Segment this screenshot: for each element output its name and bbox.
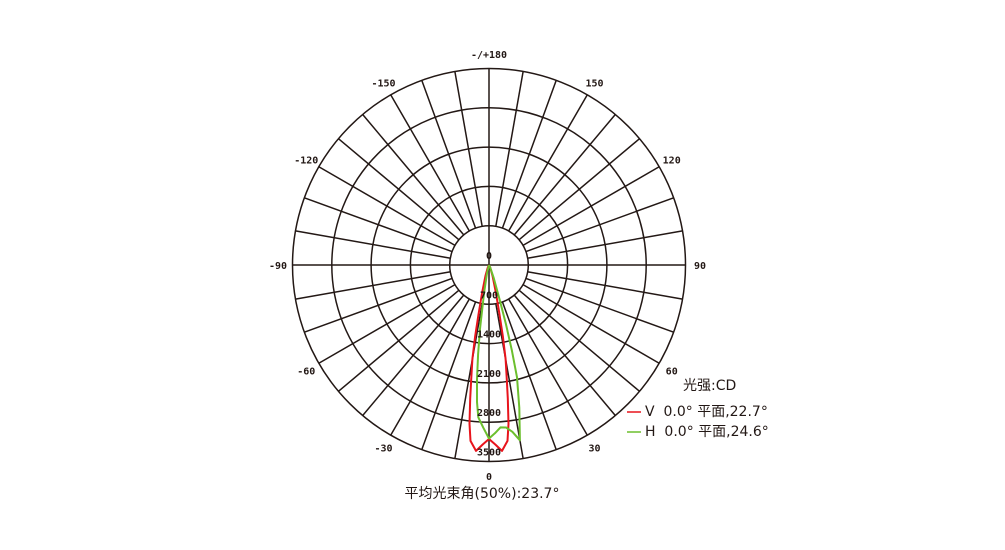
grid-spoke — [295, 230, 451, 259]
angle-tick-label: 30 — [588, 444, 600, 455]
grid-spoke — [421, 80, 477, 229]
grid-spoke — [518, 289, 641, 392]
angle-tick-label: -120 — [294, 156, 318, 167]
angle-tick-label: -/+180 — [471, 50, 507, 61]
grid-spoke — [495, 303, 524, 459]
grid-spoke — [362, 294, 465, 417]
grid-spoke — [522, 166, 660, 247]
grid-spoke — [527, 230, 683, 259]
radial-tick-label: 0 — [486, 251, 492, 262]
series-line-1 — [476, 264, 521, 442]
grid-spoke — [527, 271, 683, 300]
polar-grid — [291, 67, 687, 463]
grid-spoke — [507, 94, 588, 232]
radial-tick-label: 1400 — [477, 330, 501, 341]
grid-spoke — [337, 138, 460, 241]
tick-labels: 0 30 60 90 120 150 -/+180 -150 -120 -90 -60 -30 0 700… — [269, 50, 706, 483]
grid-spoke — [304, 277, 453, 333]
grid-spoke — [421, 301, 477, 450]
grid-spoke — [390, 94, 471, 232]
grid-spoke — [513, 113, 616, 236]
angle-tick-label: 120 — [663, 156, 681, 167]
grid-spoke — [318, 283, 456, 364]
grid-spoke — [454, 303, 483, 459]
angle-tick-label: 0 — [486, 472, 492, 483]
grid-spoke — [304, 197, 453, 253]
grid-spoke — [525, 277, 674, 333]
angle-tick-label: 60 — [666, 367, 678, 378]
grid-spoke — [522, 283, 660, 364]
grid-spoke — [501, 301, 557, 450]
grid-spoke — [525, 197, 674, 253]
grid-spoke — [390, 298, 471, 436]
grid-spoke — [295, 271, 451, 300]
grid-spoke — [495, 71, 524, 227]
series-layer — [468, 264, 521, 452]
legend: 光强:CD V 0.0° 平面,22.7° H 0.0° 平面,24.6° — [627, 378, 769, 440]
radial-tick-label: 3500 — [477, 448, 501, 459]
angle-tick-label: 90 — [694, 261, 706, 272]
radial-tick-label: 2800 — [477, 408, 501, 419]
grid-spoke — [337, 289, 460, 392]
legend-label-h: H 0.0° 平面,24.6° — [645, 424, 769, 440]
grid-spoke — [454, 71, 483, 227]
grid-spoke — [513, 294, 616, 417]
angle-tick-label: -60 — [297, 367, 315, 378]
beam-angle-footer: 平均光束角(50%):23.7° — [405, 486, 560, 502]
angle-tick-label: 150 — [585, 78, 603, 89]
grid-spoke — [518, 138, 641, 241]
grid-spoke — [362, 113, 465, 236]
radial-tick-label: 2100 — [477, 369, 501, 380]
grid-spoke — [318, 166, 456, 247]
legend-unit-label: 光强:CD — [683, 378, 736, 394]
radial-tick-label: 700 — [480, 290, 498, 301]
grid-spoke — [501, 80, 557, 229]
legend-label-v: V 0.0° 平面,22.7° — [645, 404, 768, 420]
angle-tick-label: -30 — [374, 444, 392, 455]
grid-spoke — [507, 298, 588, 436]
angle-tick-label: -150 — [371, 78, 395, 89]
angle-tick-label: -90 — [269, 261, 287, 272]
